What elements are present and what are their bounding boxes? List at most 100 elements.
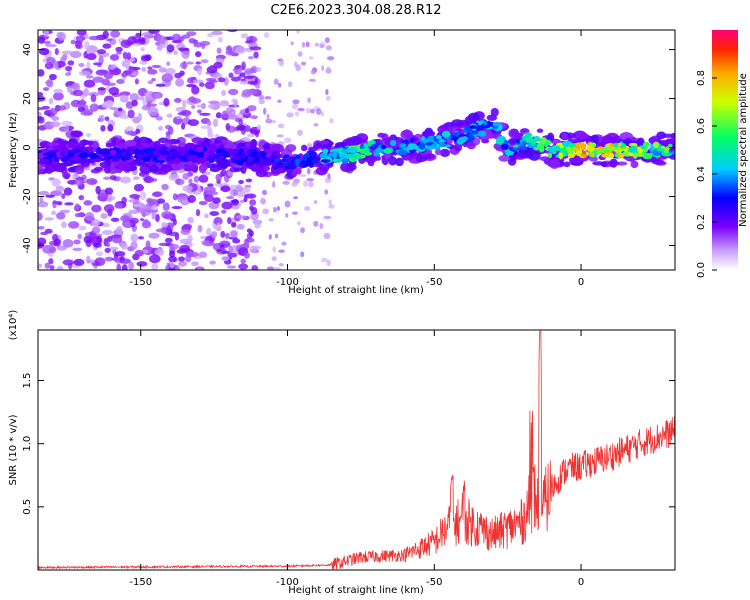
heatmap-cell (116, 79, 125, 84)
heatmap-cell (92, 76, 104, 83)
heatmap-cell (273, 206, 277, 213)
heatmap-cell (428, 145, 435, 149)
heatmap-cell (76, 30, 87, 36)
heatmap-cell (245, 160, 255, 167)
heatmap-cell (191, 98, 202, 104)
heatmap-cell (492, 121, 500, 127)
heatmap-cell (111, 154, 117, 160)
heatmap-cell (180, 122, 186, 130)
heatmap-cell (249, 199, 257, 206)
heatmap-cell (70, 130, 82, 138)
heatmap-cell (196, 267, 202, 270)
heatmap-cell (172, 218, 177, 226)
heatmap-cell (592, 161, 606, 166)
heatmap-cell (182, 185, 193, 192)
heatmap-cell (292, 99, 300, 105)
heatmap-cell (128, 65, 133, 75)
heatmap-cell (63, 187, 73, 196)
heatmap-cell (251, 265, 259, 270)
heatmap-cell (48, 97, 54, 105)
heatmap-cell (231, 98, 237, 104)
heatmap-cell (181, 34, 191, 39)
heatmap-cell (178, 261, 187, 267)
heatmap-cell (191, 105, 196, 109)
heatmap-cell (130, 241, 138, 250)
heatmap-cell (73, 239, 81, 245)
heatmap-cell (93, 242, 102, 248)
heatmap-cell (297, 107, 305, 112)
heatmap-cell (75, 177, 85, 181)
heatmap-cell (521, 140, 527, 148)
heatmap-cell (174, 72, 183, 79)
heatmap-cell (221, 255, 230, 262)
heatmap-cell (439, 148, 450, 158)
heatmap-cell (296, 30, 300, 34)
heatmap-cell (401, 155, 414, 160)
y-tick-label: -20 (22, 188, 33, 204)
heatmap-cell (71, 156, 81, 162)
heatmap-cell (311, 159, 319, 164)
heatmap-cell (64, 125, 70, 133)
heatmap-cell (198, 200, 208, 206)
heatmap-cell (595, 149, 606, 154)
heatmap-cell (72, 89, 84, 97)
heatmap-cell (321, 112, 325, 117)
heatmap-cell (48, 73, 57, 81)
heatmap-cell (38, 107, 45, 111)
heatmap-cell (51, 178, 61, 187)
heatmap-cell (43, 30, 49, 37)
heatmap-cell (44, 217, 55, 221)
heatmap-cell (313, 220, 319, 227)
heatmap-cell (236, 124, 246, 131)
heatmap-cell (291, 103, 298, 110)
heatmap-cell (120, 243, 128, 250)
heatmap-cell (114, 202, 123, 209)
heatmap-cell (211, 231, 218, 238)
heatmap-cell (130, 72, 139, 76)
heatmap-cell (607, 161, 620, 166)
heatmap-cell (243, 240, 250, 249)
heatmap-cell (245, 193, 257, 199)
heatmap-cell (38, 36, 46, 44)
heatmap-cell (348, 146, 358, 154)
heatmap-cell (222, 153, 231, 158)
heatmap-cell (329, 118, 334, 124)
heatmap-cell (44, 158, 50, 166)
heatmap-cell (173, 50, 178, 55)
heatmap-cell (52, 92, 64, 101)
heatmap-cell (42, 87, 50, 91)
heatmap-cell (156, 156, 167, 161)
heatmap-cell (95, 251, 104, 257)
heatmap-cell (323, 215, 332, 220)
heatmap-cell (397, 150, 408, 156)
heatmap-cell (91, 204, 102, 213)
heatmap-cell (319, 44, 325, 49)
heatmap-cell (89, 104, 96, 110)
heatmap-cell (114, 251, 126, 257)
heatmap-cell (285, 144, 297, 153)
heatmap-cell (301, 41, 306, 48)
heatmap-cell (466, 134, 475, 142)
heatmap-cell (120, 215, 131, 222)
heatmap-cell (255, 84, 261, 89)
heatmap-cell (295, 154, 301, 159)
heatmap-cell (119, 114, 130, 119)
heatmap-cell (169, 261, 175, 269)
heatmap-cell (163, 97, 170, 107)
heatmap-cell (121, 72, 128, 77)
heatmap-cell (221, 89, 226, 97)
heatmap-cell (108, 86, 120, 96)
heatmap-cell (340, 149, 349, 154)
heatmap-cell (38, 212, 43, 221)
heatmap-cell (178, 256, 185, 262)
colorbar-tick-label: 0.6 (696, 118, 707, 134)
heatmap-cell (656, 131, 667, 140)
heatmap-cell (292, 211, 298, 215)
heatmap-cell (319, 153, 328, 159)
heatmap-cell (326, 56, 335, 61)
heatmap-cell (293, 196, 299, 200)
heatmap-cell (306, 107, 311, 114)
heatmap-cell (325, 89, 329, 96)
heatmap-cell (207, 104, 216, 109)
